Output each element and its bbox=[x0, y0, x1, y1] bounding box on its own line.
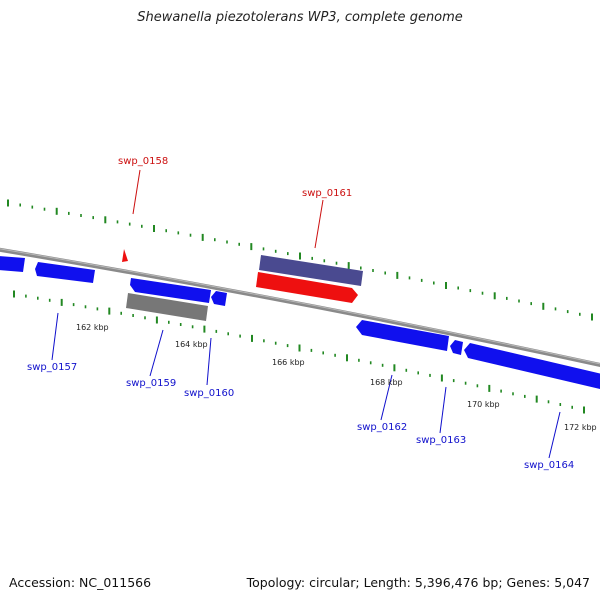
swp_0161-feature[interactable] bbox=[259, 255, 363, 286]
swp_0160-feature[interactable] bbox=[211, 291, 227, 306]
scale-label: 172 kbp bbox=[564, 423, 597, 432]
scale-label: 164 kbp bbox=[175, 340, 208, 349]
feature-label-swp_0164[interactable]: swp_0164 bbox=[524, 460, 574, 471]
tick-track-lower bbox=[13, 290, 585, 414]
scale-labels: 162 kbp 164 kbp 166 kbp 168 kbp 170 kbp … bbox=[76, 323, 597, 432]
scale-label: 168 kbp bbox=[370, 378, 403, 387]
swp_0164-callout bbox=[548, 411, 561, 459]
map-title: Shewanella piezotolerans WP3, complete g… bbox=[137, 10, 463, 25]
genome-stats-text: Topology: circular; Length: 5,396,476 bp… bbox=[246, 575, 590, 590]
callout-lines bbox=[51, 169, 561, 459]
swp_0159-feature[interactable] bbox=[130, 278, 211, 303]
swp_0158-feature[interactable] bbox=[122, 249, 128, 262]
genome-backbone bbox=[0, 247, 600, 367]
feature-label-swp_0158[interactable]: swp_0158 bbox=[118, 156, 168, 167]
swp_0163-feature[interactable] bbox=[450, 340, 463, 355]
feature-label-swp_0161[interactable]: swp_0161 bbox=[302, 188, 352, 199]
swp_0159-pseudogene[interactable] bbox=[126, 293, 208, 321]
feature-label-swp_0157[interactable]: swp_0157 bbox=[27, 362, 77, 373]
feature-label-swp_0163[interactable]: swp_0163 bbox=[416, 435, 466, 446]
tick-track-upper bbox=[7, 199, 593, 321]
swp_0161-callout bbox=[314, 199, 324, 249]
scale-label: 162 kbp bbox=[76, 323, 109, 332]
swp_0162-callout bbox=[380, 374, 393, 421]
swp_0160-callout bbox=[206, 337, 212, 386]
feature-label-swp_0160[interactable]: swp_0160 bbox=[184, 388, 234, 399]
swp_0158-callout bbox=[132, 169, 141, 215]
feature-track bbox=[0, 249, 600, 389]
swp_0161-rna[interactable] bbox=[256, 272, 358, 303]
swp_0164-feature[interactable] bbox=[464, 343, 600, 389]
scale-label: 170 kbp bbox=[467, 400, 500, 409]
accession-text: Accession: NC_011566 bbox=[9, 575, 152, 590]
swp_0159-callout bbox=[149, 329, 164, 377]
feature-label-swp_0162[interactable]: swp_0162 bbox=[357, 422, 407, 433]
scale-label: 166 kbp bbox=[272, 358, 305, 367]
swp_0157-feature[interactable] bbox=[35, 262, 95, 283]
genome-backbone-highlight bbox=[0, 248, 600, 365]
feature-labels: swp_0158 swp_0161 swp_0157 swp_0159 swp_… bbox=[27, 156, 574, 471]
feature-label-swp_0159[interactable]: swp_0159 bbox=[126, 378, 176, 389]
swp_0157-callout bbox=[51, 312, 59, 361]
swp_0163-callout bbox=[439, 386, 447, 434]
swp_0162-feature[interactable] bbox=[356, 320, 449, 351]
cds-partial-left[interactable] bbox=[0, 256, 25, 272]
